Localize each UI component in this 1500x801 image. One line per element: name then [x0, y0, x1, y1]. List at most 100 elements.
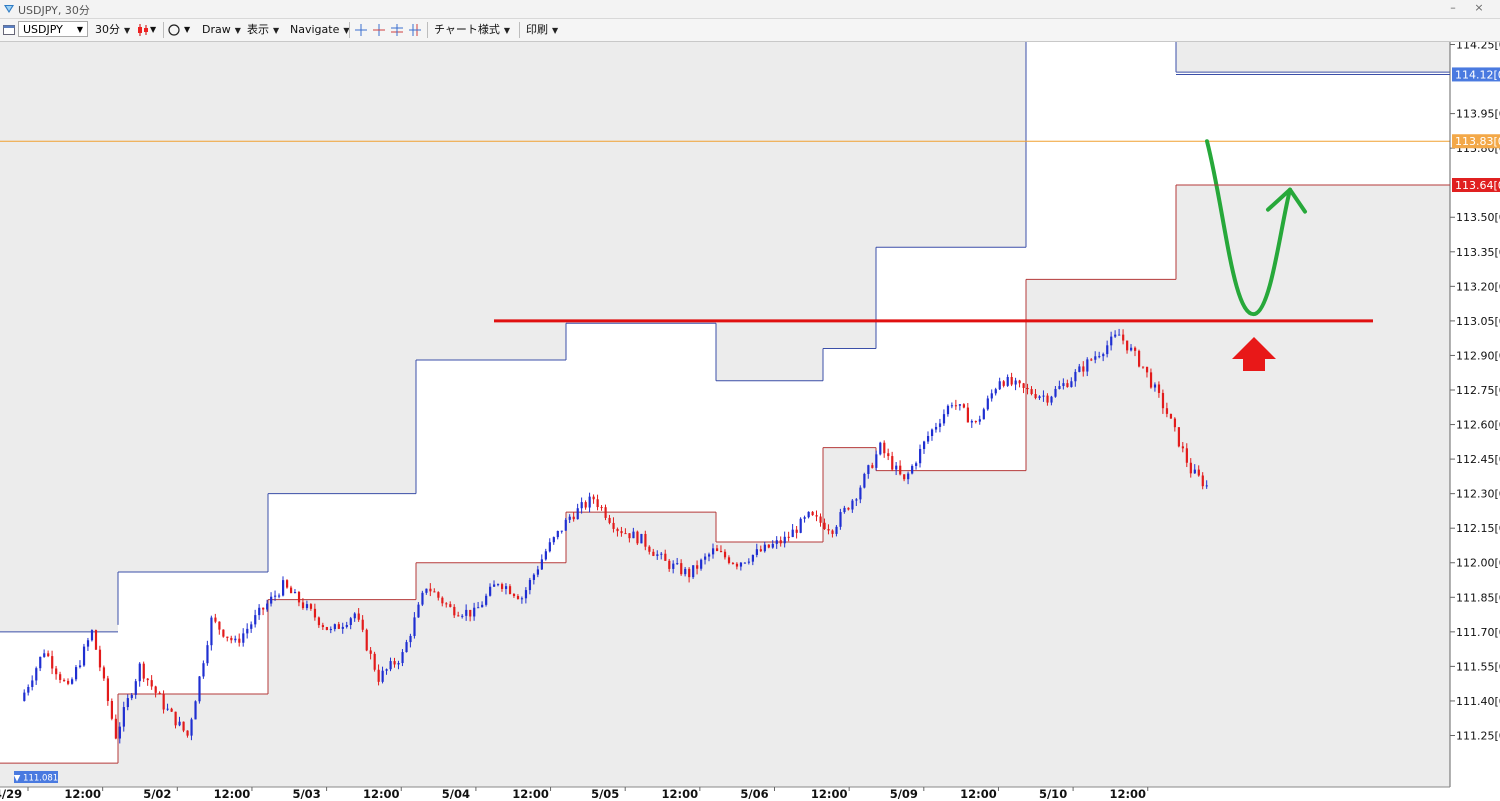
candle-body [301, 602, 305, 609]
display-menu[interactable]: 表示 ▼ [247, 19, 279, 41]
candle-body [1066, 383, 1069, 387]
candle-body [1141, 366, 1145, 368]
candle-body [385, 669, 388, 671]
candle-body [787, 536, 790, 538]
candle-body [608, 517, 611, 523]
candle-body [373, 653, 376, 670]
chevron-down-icon[interactable]: ▼ [150, 25, 157, 34]
candle-body [930, 429, 934, 437]
candle-body [353, 613, 356, 619]
x-tick-label: 5/02 [143, 787, 171, 801]
y-tick-label: 111.70[0 [1456, 626, 1500, 639]
low-marker: ▼ 111.081 [14, 771, 58, 784]
crosshair-icon[interactable] [354, 23, 368, 37]
candle-body [186, 730, 189, 736]
candle-body [696, 565, 699, 569]
candle-icon[interactable] [137, 23, 149, 37]
x-tick-label: 5/10 [1039, 787, 1067, 801]
split-h-icon[interactable] [390, 23, 404, 37]
candle-body [791, 529, 794, 538]
x-tick-label: 5/05 [591, 787, 619, 801]
candle-body [278, 595, 281, 597]
zoom-icon[interactable] [372, 23, 386, 37]
candle-body [86, 640, 90, 647]
x-tick-label: 12:00 [811, 787, 848, 801]
y-tick-label: 111.40[0 [1456, 695, 1500, 708]
candle-body [1189, 462, 1192, 474]
chevron-down-icon: ▼ [234, 26, 241, 35]
candle-body [457, 615, 460, 617]
candle-body [178, 721, 181, 726]
chevron-down-icon: ▼ [503, 26, 511, 35]
price-chart[interactable]: 114.25[0113.95[0113.80[0113.50[0113.35[0… [0, 42, 1500, 801]
candle-body [333, 624, 336, 630]
candle-body [381, 670, 384, 682]
chart-type-icon[interactable] [3, 24, 15, 36]
candle-body [1018, 380, 1021, 384]
candle-body [938, 423, 942, 427]
close-button[interactable]: × [1474, 1, 1484, 14]
candle-body [548, 542, 551, 552]
candle-body [672, 563, 675, 569]
candle-body [795, 529, 798, 533]
candle-body [329, 629, 332, 631]
candle-body [138, 663, 141, 682]
candle-body [274, 595, 277, 597]
chart-style-menu[interactable]: チャート様式 ▼ [434, 19, 510, 41]
candle-body [1149, 372, 1153, 388]
candle-body [747, 561, 751, 563]
candle-body [1086, 359, 1089, 372]
toolbar: USDJPY ▼ 30分 ▼ ▼ ▼ Draw ▼ 表示 ▼ Navigate ▼ チャ… [0, 19, 1500, 42]
timeframe-menu[interactable]: 30分 ▼ [95, 19, 130, 41]
candle-body [919, 449, 922, 464]
title-bar: USDJPY, 30分 – × [0, 0, 1500, 19]
candle-body [1054, 388, 1057, 397]
x-tick-label: 12:00 [960, 787, 997, 801]
candle-body [759, 549, 762, 552]
draw-menu[interactable]: Draw ▼ [202, 19, 241, 41]
circle-tool-icon[interactable] [168, 24, 180, 36]
y-tick-label: 112.60[0 [1456, 419, 1500, 432]
candle-body [397, 663, 400, 665]
candle-body [620, 531, 623, 534]
candle-body [887, 453, 890, 457]
session-box [1176, 72, 1450, 186]
candle-body [1026, 387, 1029, 390]
candle-body [242, 633, 245, 643]
candle-body [461, 615, 464, 617]
candle-body [1118, 334, 1121, 336]
minimize-button[interactable]: – [1450, 1, 1456, 14]
candle-body [405, 642, 408, 653]
print-menu[interactable]: 印刷 ▼ [526, 19, 558, 41]
candle-body [170, 708, 173, 712]
candle-body [35, 668, 38, 681]
candle-body [934, 426, 938, 430]
candle-body [349, 618, 352, 625]
candle-body [735, 563, 739, 567]
candle-body [883, 442, 886, 454]
candle-body [524, 590, 528, 599]
y-tick-label: 113.50[0 [1456, 211, 1500, 224]
candle-body [162, 694, 165, 710]
candle-body [688, 568, 691, 578]
chevron-down-icon[interactable]: ▼ [184, 25, 191, 34]
navigate-menu[interactable]: Navigate ▼ [290, 19, 350, 41]
symbol-select[interactable]: USDJPY ▼ [18, 21, 88, 37]
candle-body [262, 607, 265, 610]
candle-body [990, 393, 993, 399]
session-box [566, 323, 716, 513]
y-tick-label: 111.25[0 [1456, 729, 1500, 742]
candle-body [851, 500, 854, 510]
y-tick-label: 112.45[0 [1456, 453, 1500, 466]
candle-body [489, 586, 492, 596]
candle-body [473, 607, 476, 617]
candle-body [313, 608, 317, 618]
candle-body [592, 496, 595, 500]
candle-body [739, 562, 743, 567]
candle-body [564, 519, 567, 531]
candle-body [1002, 381, 1005, 386]
time-axis [0, 787, 1450, 801]
session-box [716, 380, 823, 543]
candle-body [783, 536, 786, 544]
split-v-icon[interactable] [408, 23, 422, 37]
